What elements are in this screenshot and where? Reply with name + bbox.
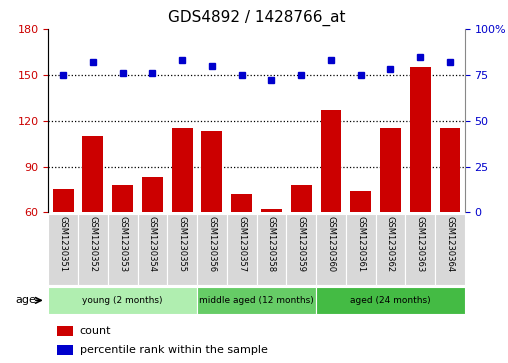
Bar [410,67,431,212]
Text: GSM1230362: GSM1230362 [386,216,395,272]
Bar [227,214,257,285]
Bar [48,287,197,314]
Bar [321,110,341,212]
Bar [316,287,465,314]
Bar [197,214,227,285]
Bar [172,129,193,212]
Text: GSM1230357: GSM1230357 [237,216,246,272]
Bar [316,214,346,285]
Text: GSM1230354: GSM1230354 [148,216,157,272]
Text: GSM1230356: GSM1230356 [207,216,216,272]
Text: GSM1230359: GSM1230359 [297,216,306,272]
Bar [142,177,163,212]
Bar [291,185,311,212]
Bar [197,287,316,314]
Bar [78,214,108,285]
Bar [56,344,73,355]
Bar [231,194,252,212]
Bar [435,214,465,285]
Bar [48,214,78,285]
Bar [112,185,133,212]
Text: GSM1230358: GSM1230358 [267,216,276,272]
Bar [167,214,197,285]
Text: GSM1230351: GSM1230351 [58,216,68,272]
Bar [82,136,103,212]
Text: GSM1230355: GSM1230355 [178,216,186,272]
Text: percentile rank within the sample: percentile rank within the sample [79,344,267,355]
Bar [350,191,371,212]
Text: count: count [79,326,111,336]
Bar [53,189,74,212]
Bar [439,129,460,212]
Text: GSM1230361: GSM1230361 [356,216,365,272]
Bar [138,214,167,285]
Bar [287,214,316,285]
Text: GSM1230352: GSM1230352 [88,216,98,272]
Text: GSM1230364: GSM1230364 [446,216,455,272]
Text: middle aged (12 months): middle aged (12 months) [199,296,314,305]
Bar [375,214,405,285]
Text: aged (24 months): aged (24 months) [350,296,431,305]
Bar [56,326,73,336]
Title: GDS4892 / 1428766_at: GDS4892 / 1428766_at [168,10,345,26]
Bar [257,214,287,285]
Bar [202,131,223,212]
Bar [405,214,435,285]
Text: GSM1230360: GSM1230360 [327,216,335,272]
Bar [380,129,401,212]
Text: age: age [15,295,36,305]
Bar [108,214,138,285]
Text: GSM1230363: GSM1230363 [416,216,425,273]
Bar [346,214,375,285]
Bar [261,209,282,212]
Text: GSM1230353: GSM1230353 [118,216,127,272]
Text: young (2 months): young (2 months) [82,296,163,305]
